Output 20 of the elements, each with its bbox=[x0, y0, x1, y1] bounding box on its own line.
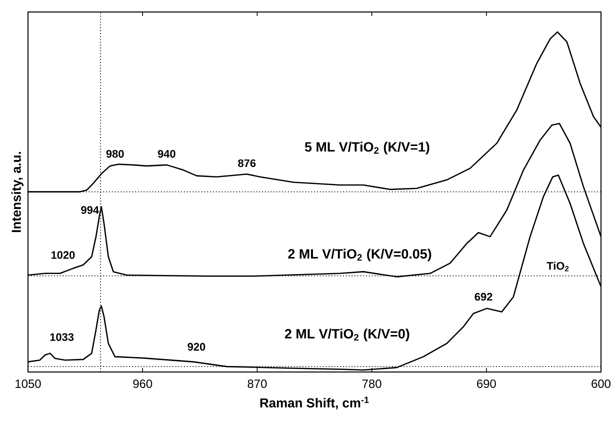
x-tick-label: 870 bbox=[248, 380, 267, 388]
text: 5 ML V/TiO$_{2}$ (K/V=1) bbox=[304, 142, 430, 154]
annotation: 920 bbox=[188, 342, 206, 351]
annotation: 1033 bbox=[50, 333, 74, 341]
y-axis-title: Intensity, a.u. bbox=[11, 152, 24, 232]
x-tick-label: 960 bbox=[133, 380, 152, 388]
annotation: 1020 bbox=[51, 251, 75, 259]
annotation: 876 bbox=[238, 159, 256, 168]
x-tick-label: 780 bbox=[362, 380, 382, 388]
annotation: TiO$_{2}$ bbox=[546, 262, 569, 272]
annotation: 940 bbox=[158, 150, 176, 158]
annotation: 980 bbox=[106, 150, 124, 158]
x-tick-label: 690 bbox=[477, 380, 496, 388]
annotation: 994 bbox=[81, 206, 99, 214]
series-label: 2 ML V/TiO$_{2}$ (K/V=0) bbox=[284, 328, 410, 342]
series-label: 2 ML V/TiO$_{2}$ (K/V=0.05) bbox=[288, 248, 432, 262]
x-tick-label: 600 bbox=[592, 380, 611, 388]
x-tick-label: 1050 bbox=[16, 380, 41, 388]
annotation: 692 bbox=[474, 292, 492, 301]
x-axis-title: Raman Shift, cm$^{-1}$ bbox=[260, 396, 369, 410]
